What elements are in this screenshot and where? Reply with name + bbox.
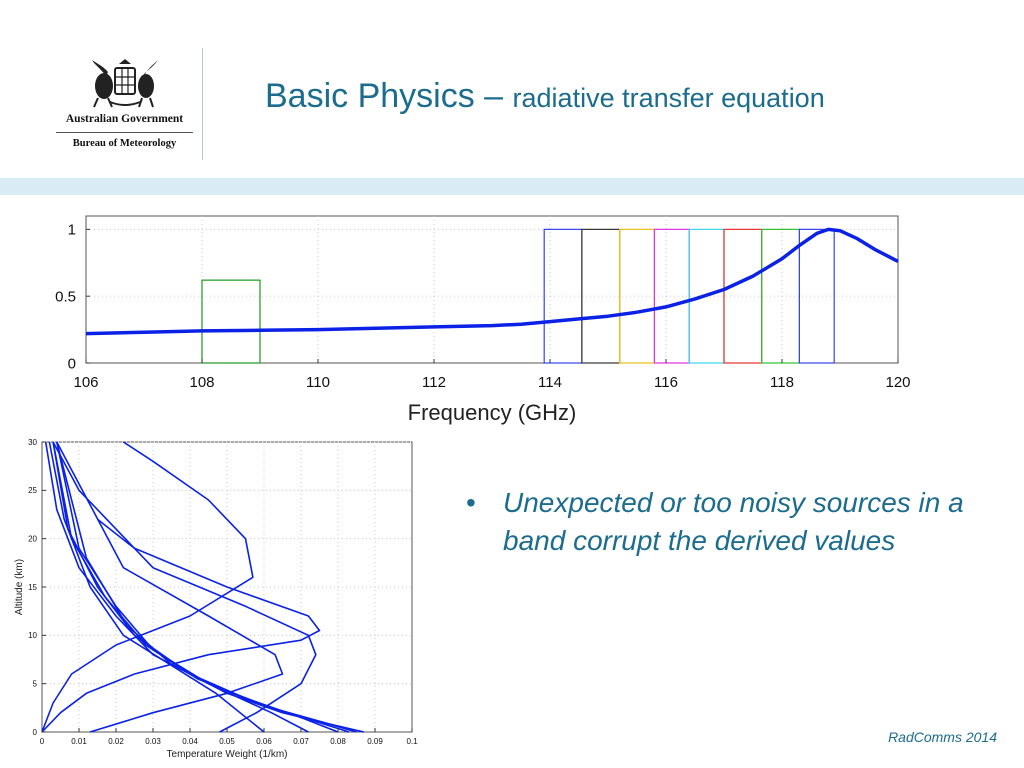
header-band [0,178,1024,195]
title-main: Basic Physics – [265,77,513,115]
logo-divider [56,132,193,133]
header-divider [202,48,203,160]
y-tick-label: 15 [28,583,37,592]
bureau-name: Bureau of Meteorology [72,138,177,149]
org-name: Australian Government [65,113,184,125]
y-tick-label: 25 [28,486,37,495]
series-line [48,441,265,733]
plot-frame [85,215,899,364]
x-tick-label: 0.02 [108,737,124,746]
series-line [56,441,284,733]
x-tick-label: 108 [189,374,214,391]
x-tick-label: 0.01 [71,737,87,746]
y-axis-label: Altitude (km) [14,559,25,615]
x-axis-label: Frequency (GHz) [408,400,577,425]
x-tick-label: 0 [40,737,45,746]
x-tick-label: 0.1 [406,737,418,746]
x-axis-label: Temperature Weight (1/km) [167,749,288,760]
x-tick-label: 110 [306,374,330,391]
temperature-weighting-chart: 0 0.01 0.02 0.03 0.04 0.05 0.06 0.07 0.08 0.09 0.1… [14,438,418,760]
footer-text: RadComms 2014 [888,729,997,745]
title-subtitle: radiative transfer equation [512,83,825,113]
series-line [52,441,317,733]
y-tick-label: 0 [68,355,76,372]
x-tick-label: 0.08 [330,737,346,746]
x-tick-label: 0.09 [367,737,383,746]
y-tick-label: 30 [28,438,37,447]
x-tick-label: 0.07 [293,737,309,746]
x-tick-label: 106 [73,374,98,391]
x-tick-label: 118 [770,374,794,391]
x-tick-label: 0.03 [145,737,161,746]
bullet-item: • Unexpected or too noisy sources in a b… [466,484,986,560]
x-tick-label: 114 [538,374,562,391]
series-line [56,441,365,733]
y-tick-label: 1 [68,222,76,239]
bullet-text: Unexpected or too noisy sources in a ban… [503,487,964,556]
channel-band [798,228,835,364]
y-tick-label: 20 [28,534,37,543]
y-tick-label: 0.5 [55,288,76,305]
series-line [41,518,321,733]
series-line [85,227,899,336]
x-tick-label: 120 [885,374,910,391]
channel-band [201,279,261,364]
bullet-dot: • [466,487,476,518]
x-tick-label: 0.04 [182,737,198,746]
coat-of-arms-icon [92,59,158,108]
australian-government-logo: Australian Government Bureau of Meteorol… [52,58,197,158]
x-tick-label: 116 [654,374,678,391]
y-tick-label: 0 [33,728,38,737]
y-tick-label: 10 [28,631,37,640]
x-tick-label: 0.05 [219,737,235,746]
frequency-response-chart: 106 108 110 112 114 116 118 120 0 0.5 1 Frequency (… [55,215,911,425]
slide-title: Basic Physics – radiative transfer equat… [265,76,825,118]
y-tick-label: 5 [33,679,38,688]
x-tick-label: 112 [422,374,446,391]
series-line [41,441,254,733]
x-tick-label: 0.06 [256,737,272,746]
